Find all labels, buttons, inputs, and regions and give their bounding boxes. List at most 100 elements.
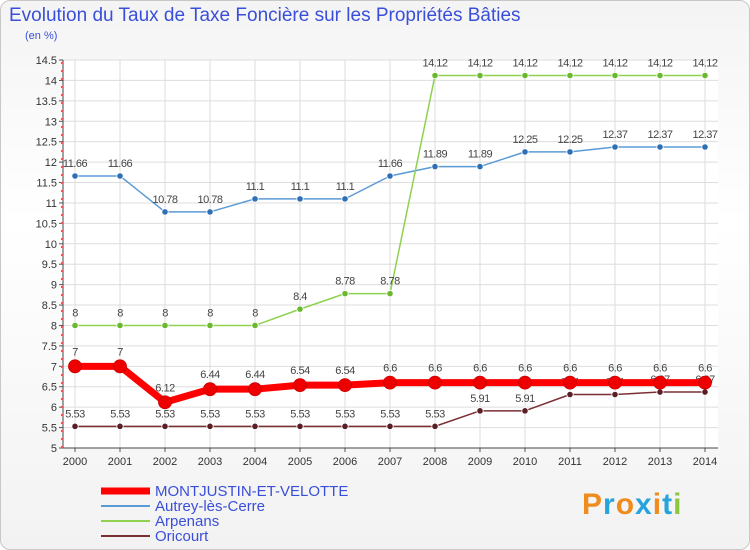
- data-point: [521, 71, 529, 80]
- y-tick-label: 8: [51, 320, 57, 332]
- data-label: 6.44: [200, 369, 220, 381]
- data-point: [701, 143, 709, 151]
- data-label: 5.91: [515, 393, 535, 405]
- y-tick-label: 13: [45, 116, 57, 128]
- data-label: 12.25: [512, 134, 537, 146]
- data-label: 11.1: [246, 181, 265, 193]
- data-point: [341, 195, 349, 203]
- y-tick-label: 7: [51, 361, 57, 373]
- data-label: 8.78: [335, 276, 355, 288]
- data-label: 6.6: [428, 363, 442, 375]
- x-tick-label: 2007: [378, 456, 402, 468]
- data-point: [608, 375, 622, 390]
- y-tick-label: 14: [45, 75, 57, 87]
- y-tick-label: 11: [46, 198, 57, 210]
- data-point: [113, 359, 127, 374]
- data-label: 8: [117, 307, 123, 319]
- data-point: [206, 208, 214, 216]
- data-label: 10.78: [197, 194, 222, 206]
- data-point: [656, 71, 664, 80]
- data-label: 5.53: [335, 408, 355, 420]
- x-tick-label: 2008: [423, 456, 447, 468]
- legend-label: Arpenans: [155, 513, 219, 530]
- data-label: 7: [117, 346, 123, 358]
- data-point: [296, 305, 304, 313]
- data-label: 14.12: [602, 58, 627, 70]
- data-point: [116, 321, 124, 330]
- unit-label: (en %): [25, 30, 58, 42]
- y-tick-label: 9: [51, 280, 57, 292]
- x-tick-label: 2000: [63, 456, 87, 468]
- data-label: 6.12: [155, 382, 175, 394]
- data-point: [251, 321, 259, 330]
- data-point: [248, 382, 262, 397]
- data-point: [341, 422, 349, 430]
- data-label: 6.6: [608, 363, 622, 375]
- data-label: 14.12: [422, 58, 447, 70]
- y-tick-label: 11.5: [36, 178, 57, 190]
- data-label: 8: [162, 307, 168, 319]
- data-point: [701, 388, 709, 396]
- data-label: 11.1: [336, 181, 355, 193]
- data-point: [71, 422, 79, 430]
- data-label: 11.1: [291, 181, 310, 193]
- data-point: [473, 375, 487, 390]
- y-tick-label: 10: [45, 239, 57, 251]
- x-tick-label: 2012: [603, 456, 627, 468]
- data-point: [386, 172, 394, 180]
- data-point: [203, 382, 217, 397]
- data-point: [158, 395, 172, 410]
- data-point: [71, 172, 79, 180]
- x-tick-label: 2001: [108, 456, 132, 468]
- legend-label: Autrey-lès-Cerre: [155, 498, 265, 515]
- x-tick-label: 2006: [333, 456, 357, 468]
- data-label: 12.37: [692, 129, 717, 141]
- data-label: 6.6: [698, 363, 712, 375]
- data-point: [431, 71, 439, 80]
- data-point: [293, 378, 307, 393]
- data-point: [116, 422, 124, 430]
- data-point: [566, 390, 574, 399]
- data-label: 12.25: [557, 134, 582, 146]
- data-label: 6.44: [245, 369, 265, 381]
- data-label: 5.53: [380, 408, 400, 420]
- data-point: [386, 422, 394, 430]
- data-label: 8: [72, 307, 78, 319]
- data-label: 6.54: [335, 365, 355, 377]
- data-label: 11.66: [378, 158, 403, 170]
- data-point: [566, 71, 574, 80]
- data-label: 8: [252, 307, 258, 319]
- data-label: 8: [207, 307, 213, 319]
- data-point: [476, 162, 484, 171]
- data-point: [161, 321, 169, 330]
- data-point: [518, 375, 532, 390]
- data-label: 14.12: [692, 58, 717, 70]
- y-tick-label: 9.5: [42, 259, 57, 271]
- x-tick-label: 2003: [198, 456, 222, 468]
- x-tick-label: 2004: [243, 456, 267, 468]
- data-label: 12.37: [602, 129, 627, 141]
- proxiti-logo: Proxiti: [582, 488, 682, 522]
- data-label: 7: [72, 346, 78, 358]
- y-tick-label: 5: [51, 443, 57, 455]
- data-label: 14.12: [467, 58, 492, 70]
- data-label: 5.91: [470, 393, 490, 405]
- data-label: 5.53: [155, 408, 175, 420]
- data-point: [251, 195, 259, 203]
- data-label: 8.4: [293, 291, 307, 303]
- data-point: [476, 407, 484, 415]
- data-label: 10.78: [152, 194, 177, 206]
- y-tick-label: 14.5: [36, 55, 57, 67]
- y-tick-label: 10.5: [36, 218, 57, 230]
- y-tick-label: 7.5: [42, 341, 57, 353]
- data-label: 5.53: [200, 408, 220, 420]
- data-label: 6.6: [518, 363, 532, 375]
- data-label: 8.78: [380, 276, 400, 288]
- y-tick-label: 8.5: [42, 300, 57, 312]
- x-tick-label: 2009: [468, 456, 492, 468]
- data-label: 6.6: [653, 363, 667, 375]
- data-point: [161, 208, 169, 216]
- data-point: [431, 422, 439, 430]
- y-tick-label: 12.5: [36, 137, 57, 149]
